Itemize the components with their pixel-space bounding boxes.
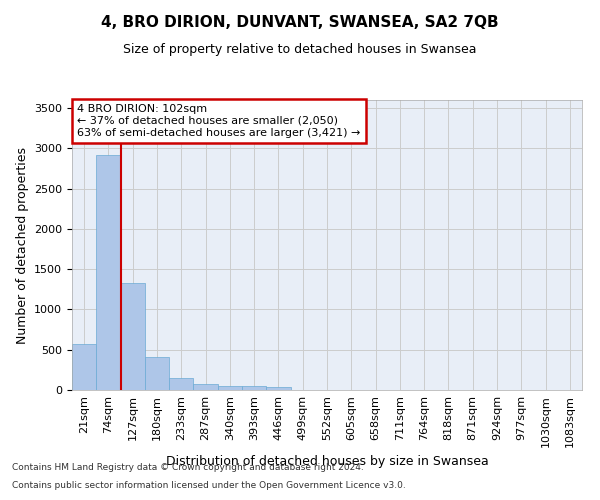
- Bar: [72, 344, 96, 390]
- Bar: [193, 384, 218, 390]
- X-axis label: Distribution of detached houses by size in Swansea: Distribution of detached houses by size …: [166, 455, 488, 468]
- Bar: [242, 386, 266, 390]
- Text: Contains HM Land Registry data © Crown copyright and database right 2024.: Contains HM Land Registry data © Crown c…: [12, 464, 364, 472]
- Y-axis label: Number of detached properties: Number of detached properties: [16, 146, 29, 344]
- Bar: [266, 387, 290, 390]
- Bar: [145, 356, 169, 390]
- Text: Contains public sector information licensed under the Open Government Licence v3: Contains public sector information licen…: [12, 481, 406, 490]
- Text: 4, BRO DIRION, DUNVANT, SWANSEA, SA2 7QB: 4, BRO DIRION, DUNVANT, SWANSEA, SA2 7QB: [101, 15, 499, 30]
- Bar: [96, 155, 121, 390]
- Bar: [218, 386, 242, 390]
- Bar: [121, 283, 145, 390]
- Bar: [169, 378, 193, 390]
- Text: 4 BRO DIRION: 102sqm
← 37% of detached houses are smaller (2,050)
63% of semi-de: 4 BRO DIRION: 102sqm ← 37% of detached h…: [77, 104, 361, 138]
- Text: Size of property relative to detached houses in Swansea: Size of property relative to detached ho…: [123, 42, 477, 56]
